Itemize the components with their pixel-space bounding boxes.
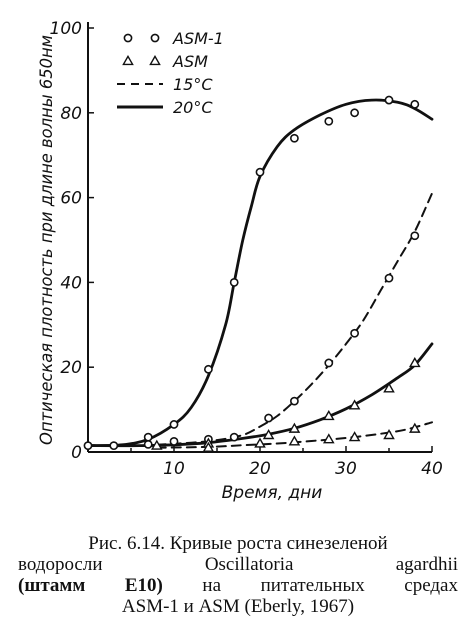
data-point-asm [408,422,421,433]
data-point-asm-1 [350,328,359,338]
chart-axis-labels: Время, дни Оптическая плотность при длине… [37,35,322,503]
data-point-asm-1 [410,99,420,109]
data-point-asm-1 [289,396,299,406]
data-point-asm [202,441,215,452]
caption-line-2: водоросли Oscillatoria agardhii [18,554,458,575]
caption-line-1: Рис. 6.14. Кривые роста синезеленой [88,533,388,554]
data-point-asm-1 [264,413,273,423]
data-point-asm [383,429,395,440]
data-point-asm-1 [384,95,394,105]
data-point-asm [322,433,335,444]
data-point-asm-1 [324,358,334,368]
caption-strain: (штамм Е10) [18,575,163,596]
y-axis-label: Оптическая плотность при длине волны 650… [37,35,57,445]
curve-asm-1-15- [155,192,433,446]
data-point-asm-1 [109,441,119,451]
data-point-asm-1 [410,231,420,241]
y-tick-label: 80 [60,104,82,124]
data-point-asm-1 [143,432,153,442]
data-point-asm-1 [324,116,334,126]
data-point-asm [288,435,301,446]
data-point-asm [322,409,335,421]
legend-marker-circle [123,33,133,43]
x-tick-label: 20 [249,459,271,479]
growth-curve-chart: 0 20 40 60 80 100 10 20 30 40 ASM-1 ASM 15°С 20°С Вр… [37,19,443,503]
legend-marker-triangle [122,54,134,66]
x-tick-label: 30 [335,459,357,479]
y-tick-label: 0 [71,443,82,463]
legend-label: ASM [172,52,208,71]
data-point-asm [383,382,395,393]
data-point-asm-1 [384,273,394,283]
chart-legend: ASM-1 ASM 15°С 20°С [117,29,224,117]
y-tick-label: 40 [60,273,82,293]
data-point-asm-1 [229,432,239,442]
y-tick-label: 20 [60,358,82,378]
y-tick-label: 100 [50,19,82,39]
chart-curves [86,98,434,449]
x-tick-label: 10 [163,459,185,479]
figure-caption: Рис. 6.14. Кривые роста синезеленой водо… [18,533,458,617]
chart-axes [87,22,433,453]
data-point-asm [348,399,361,410]
legend-marker-triangle [149,54,161,66]
chart-markers [83,95,421,452]
legend-label: 20°С [173,98,213,117]
caption-media: на питательных средах [162,575,458,596]
data-point-asm [408,356,421,368]
data-point-asm [288,422,301,433]
caption-line-4: ASM-1 и ASM (Eberly, 1967) [121,596,355,617]
data-point-asm [262,429,275,440]
curve-asm-1-20- [86,98,434,447]
data-point-asm-1 [229,277,239,287]
legend-marker-circle [150,33,160,43]
legend-label: ASM-1 [172,29,224,48]
y-tick-label: 60 [60,189,82,209]
x-axis-label: Время, дни [222,483,323,503]
data-point-asm-1 [350,108,359,118]
data-point-asm [150,439,163,450]
data-point-asm-1 [203,364,213,374]
data-point-asm-1 [83,441,93,451]
x-tick-label: 40 [421,459,443,479]
data-point-asm-1 [143,439,153,449]
legend-label: 15°С [173,75,213,94]
data-point-asm-1 [169,436,179,446]
curve-asm-15- [155,421,433,449]
data-point-asm-1 [289,133,299,143]
data-point-asm [254,437,266,448]
data-point-asm [348,431,361,442]
chart-tick-labels: 0 20 40 60 80 100 10 20 30 40 [50,19,443,479]
caption-line-3: (штамм Е10) на питательных средах [18,575,458,596]
data-point-asm-1 [169,420,179,429]
data-point-asm-1 [255,167,265,177]
curve-asm-20- [86,342,434,448]
